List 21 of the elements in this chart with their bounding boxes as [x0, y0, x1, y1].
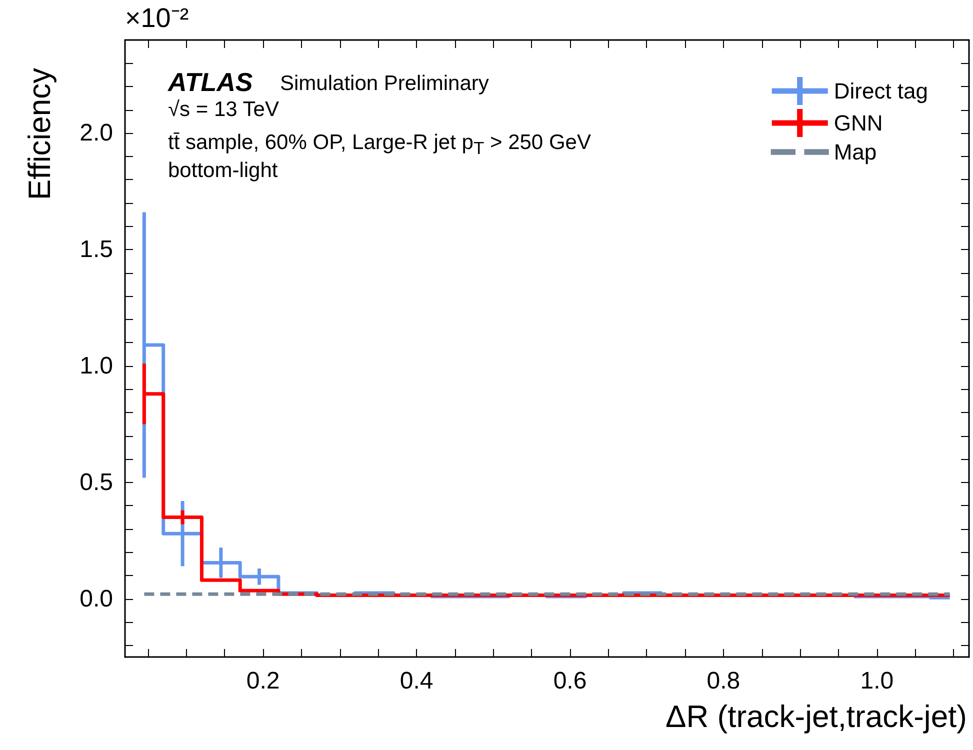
x-tick-label: 1.0: [860, 668, 894, 694]
annotation: tt̄ sample, 60% OP, Large-R jet p$_{T}$ > 250 GeV: [168, 131, 591, 158]
y-tick-label: 0.0: [80, 585, 113, 612]
x-tick-label: 0.6: [553, 668, 587, 694]
x-tick-label: 0.2: [246, 668, 280, 694]
annotation: ATLAS: [168, 67, 253, 97]
legend-label: GNN: [834, 110, 883, 136]
legend-label: Map: [834, 140, 877, 164]
y-tick-label: 2.0: [80, 120, 113, 147]
x-tick-label: 0.8: [706, 668, 740, 694]
annotation: √s = 13 TeV: [168, 98, 279, 122]
y-axis-title: Efficiency: [22, 68, 58, 200]
legend-label: Direct tag: [834, 78, 928, 104]
annotation: bottom-light: [168, 159, 278, 182]
annotation: Simulation Preliminary: [280, 72, 489, 96]
x-tick-label: 0.4: [400, 668, 434, 694]
y-tick-label: 1.5: [80, 236, 113, 264]
y-tick-label: 1.0: [80, 352, 113, 380]
text: ×10⁻²: [125, 3, 189, 34]
y-tick-label: 0.5: [80, 468, 113, 496]
x-axis-title: ΔR (track-jet,track-jet): [666, 699, 967, 734]
